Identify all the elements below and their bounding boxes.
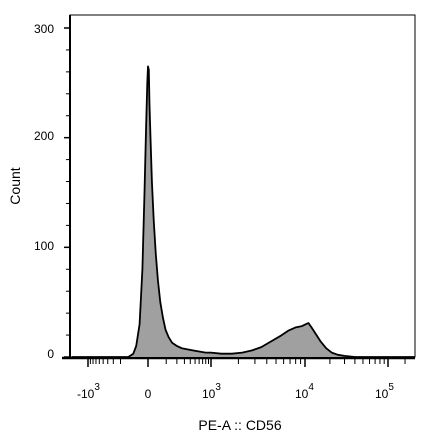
y-axis-title: Count xyxy=(7,167,23,204)
y-tick-label-200: 200 xyxy=(34,129,54,143)
plot-frame xyxy=(69,14,416,358)
x-tick-label-10000: 104 xyxy=(295,382,314,401)
histogram-outline xyxy=(71,65,415,358)
histogram-area xyxy=(71,66,416,358)
y-tick-label-300: 300 xyxy=(34,22,54,36)
x-axis-title: PE-A :: CD56 xyxy=(198,417,281,433)
x-tick-label-100000: 105 xyxy=(375,382,394,401)
x-axis-ticks xyxy=(87,358,389,367)
x-tick-label-1000: 103 xyxy=(202,382,221,401)
x-tick-label-0: 0 xyxy=(145,387,152,401)
y-tick-label-100: 100 xyxy=(34,239,54,253)
y-axis-ticks xyxy=(64,27,70,358)
x-tick-label-neg1000: -103 xyxy=(77,382,100,401)
x-axis-minor-ticks xyxy=(89,358,406,364)
y-tick-label-0: 0 xyxy=(47,347,54,361)
